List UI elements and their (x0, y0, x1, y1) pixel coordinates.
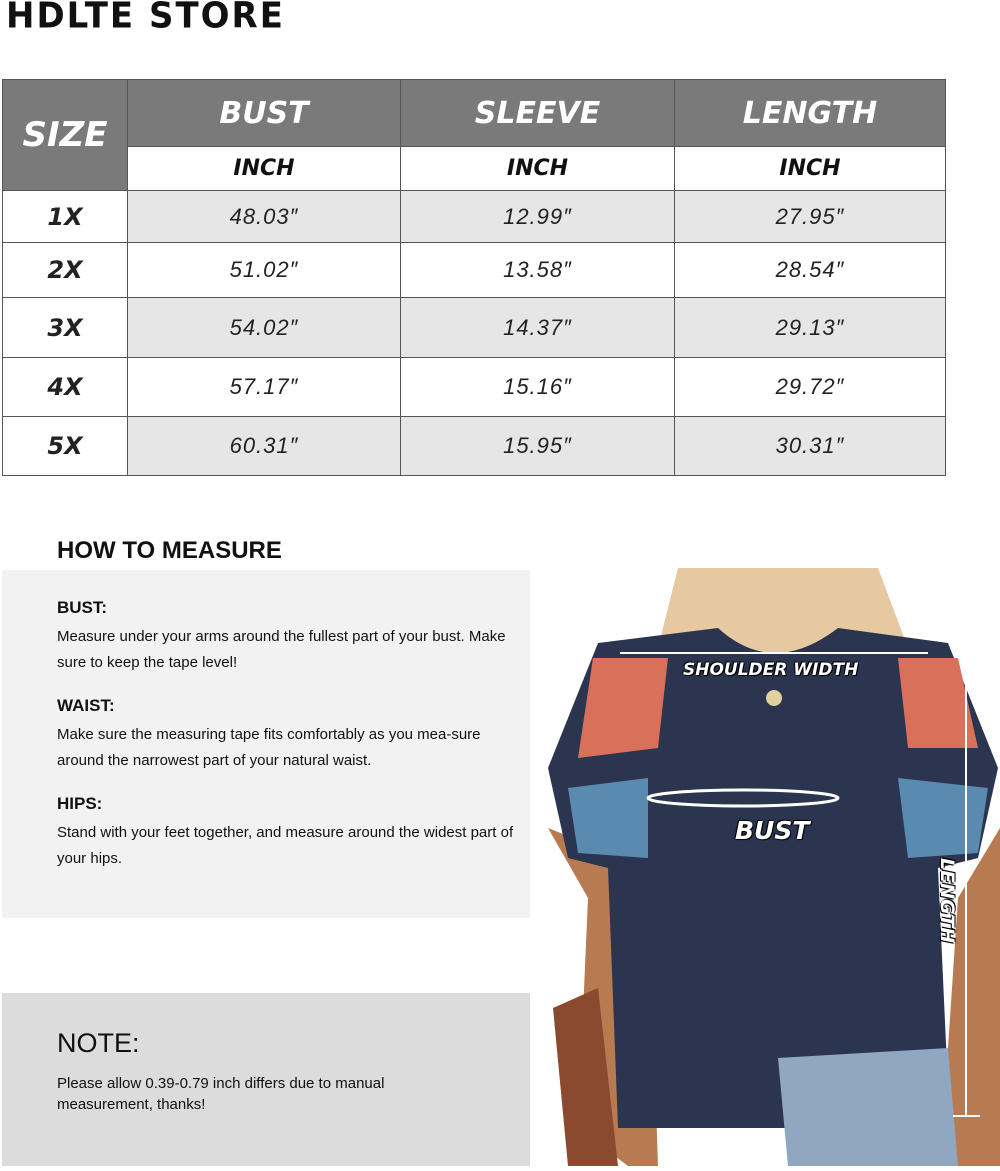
bust-cell: 57.17″ (127, 357, 401, 417)
length-cell: 28.54″ (674, 242, 946, 298)
measure-instructions: BUST: Measure under your arms around the… (2, 570, 530, 918)
length-cell: 30.31″ (674, 416, 946, 476)
length-cell: 29.72″ (674, 357, 946, 417)
length-cell: 27.95″ (674, 190, 946, 243)
bust-cell: 54.02″ (127, 297, 401, 358)
bust-heading: BUST: (57, 598, 108, 617)
size-cell: 1X (2, 190, 128, 243)
length-cell: 29.13″ (674, 297, 946, 358)
sleeve-cell: 14.37″ (400, 297, 675, 358)
sleeve-header: SLEEVE (400, 79, 675, 147)
size-chart-table: SIZE BUST SLEEVE LENGTH INCH INCH INCH 1… (2, 79, 946, 476)
shoulder-width-label: SHOULDER WIDTH (683, 660, 859, 680)
waist-heading: WAIST: (57, 696, 115, 715)
hips-heading: HIPS: (57, 794, 103, 813)
shirt-illustration (548, 568, 1000, 1166)
store-logo: HDLTE STORE (6, 0, 285, 37)
sleeve-unit: INCH (400, 146, 675, 191)
length-label: LENGTH (936, 858, 958, 944)
note-title: NOTE: (57, 1028, 140, 1058)
waist-text: Make sure the measuring tape fits comfor… (57, 726, 481, 769)
table-row: 1X 48.03″ 12.99″ 27.95″ (2, 190, 946, 243)
note-box: NOTE: Please allow 0.39-0.79 inch differ… (2, 993, 530, 1166)
length-unit: INCH (674, 146, 946, 191)
bust-text: Measure under your arms around the fulle… (57, 628, 506, 671)
size-cell: 3X (2, 297, 128, 358)
size-cell: 2X (2, 242, 128, 298)
bust-header: BUST (127, 79, 401, 147)
table-row: 4X 57.17″ 15.16″ 29.72″ (2, 357, 946, 417)
hips-text: Stand with your feet together, and measu… (57, 824, 514, 867)
bust-cell: 51.02″ (127, 242, 401, 298)
product-photo: SHOULDER WIDTH BUST LENGTH (548, 568, 1000, 1166)
sleeve-cell: 15.95″ (400, 416, 675, 476)
table-row: 3X 54.02″ 14.37″ 29.13″ (2, 297, 946, 358)
length-header: LENGTH (674, 79, 946, 147)
bust-cell: 48.03″ (127, 190, 401, 243)
size-cell: 5X (2, 416, 128, 476)
sleeve-cell: 12.99″ (400, 190, 675, 243)
size-cell: 4X (2, 357, 128, 417)
table-row: 2X 51.02″ 13.58″ 28.54″ (2, 242, 946, 298)
note-text: Please allow 0.39-0.79 inch differs due … (57, 1075, 385, 1113)
how-to-measure-title: HOW TO MEASURE (57, 537, 282, 564)
table-row: 5X 60.31″ 15.95″ 30.31″ (2, 416, 946, 476)
bust-cell: 60.31″ (127, 416, 401, 476)
bust-unit: INCH (127, 146, 401, 191)
sleeve-cell: 13.58″ (400, 242, 675, 298)
size-header: SIZE (2, 79, 128, 191)
sleeve-cell: 15.16″ (400, 357, 675, 417)
bust-label: BUST (735, 816, 810, 845)
